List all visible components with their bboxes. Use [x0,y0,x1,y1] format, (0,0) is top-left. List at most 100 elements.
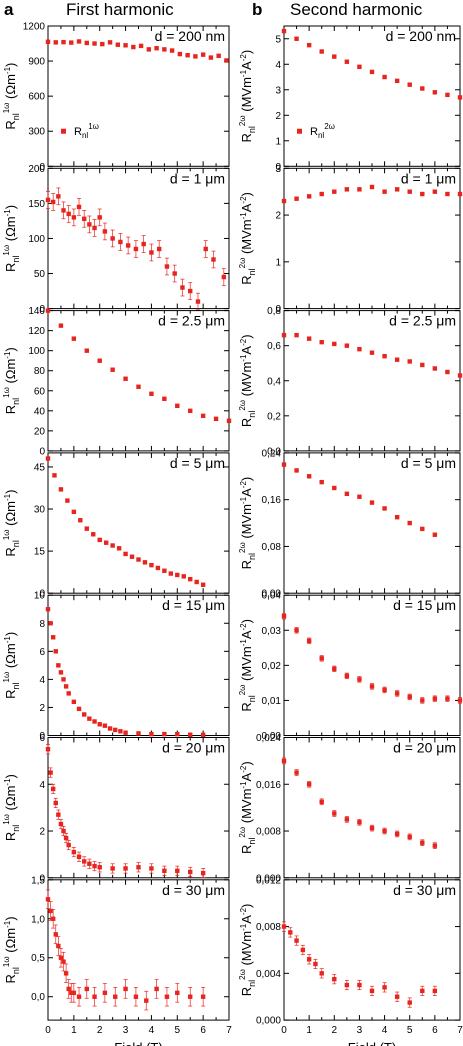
y-tick-label: 3 [275,164,281,175]
data-point [144,998,149,1003]
data-point [420,191,425,197]
x-tick-label: 3 [357,1025,363,1036]
y-tick-label: 40 [34,406,46,417]
data-point [115,42,121,47]
y-label-subscript: nl [11,256,21,263]
data-point [149,250,154,255]
y-label-unit-exp: -1 [239,354,248,362]
plot-frame [283,879,461,1021]
y-label-unit-close: ) [239,334,254,338]
subplot-b-4: 0,00 0,08 0,16 0,24 d = 5 μm Rnl2ω (MVm-1A-2) [238,448,461,600]
y-label-subscript: nl [247,553,257,560]
data-point [78,518,83,523]
y-label-superscript: 1ω [2,814,11,825]
y-label-unit-exp2: -2 [239,623,248,631]
data-point [344,491,350,497]
data-point [141,241,146,247]
y-tick-label: 0,8 [267,306,281,317]
data-point [136,384,141,389]
data-point [56,812,61,817]
data-point [71,509,77,515]
data-point [188,576,193,582]
data-point [394,994,400,999]
data-point [332,54,337,59]
data-point [357,494,362,499]
data-point [432,189,438,194]
data-point [63,684,69,689]
data-point [84,526,89,531]
data-point [332,341,337,347]
data-point [319,799,324,805]
y-tick-label: 1,0 [31,914,45,925]
data-point [445,92,450,98]
y-tick-label: 200 [28,164,45,175]
data-point [200,994,206,999]
data-point [131,44,136,50]
data-point [142,560,148,565]
y-label-unit-exp: -1 [239,639,248,647]
data-point [319,971,324,976]
data-point [123,376,128,381]
y-tick-label: 0,16 [262,495,282,506]
y-label-superscript: 2ω [238,115,247,126]
distance-annotation: d = 20 μm [162,740,225,756]
y-label-unit-close: ) [239,477,254,481]
data-point [357,64,362,70]
y-tick-label: 0 [39,731,45,742]
data-point [107,40,113,45]
y-label-unit-exp2: -2 [239,54,248,62]
data-point [194,579,199,585]
data-point [76,854,82,859]
y-label-unit-close: ) [3,63,18,67]
data-point [344,673,350,679]
y-tick-label: 30 [34,505,46,516]
data-point [45,607,51,612]
y-tick-label: 3 [275,85,281,96]
y-label-unit-close: ) [239,50,254,54]
data-point [407,359,412,364]
data-point [188,869,193,875]
data-point [200,732,206,737]
plot-frame [283,167,461,310]
data-point [200,413,206,419]
distance-annotation: d = 15 μm [162,597,225,613]
y-label-subscript: nl [247,268,257,275]
y-axis-label: Rnl2ω (MVm-1A-2) [238,761,257,854]
y-tick-label: 120 [28,326,45,337]
y-label-superscript: 1ω [2,245,11,256]
data-point [136,557,141,562]
data-point [281,462,287,467]
data-point [172,271,177,276]
y-label-symbol: R [239,987,254,996]
y-label-unit-close: ) [3,774,18,778]
data-point [180,285,185,290]
data-point [420,988,425,994]
x-tick-label: 2 [97,1025,103,1036]
y-label-unit-exp: -1 [239,496,248,504]
data-point [61,39,66,45]
y-label-unit: (Ωm [3,786,18,815]
data-point [66,842,71,848]
data-point [133,994,139,999]
data-point [162,731,167,737]
y-label-subscript: nl [247,980,257,987]
data-point [185,53,190,58]
data-series [281,184,463,204]
data-point [154,46,159,51]
x-tick-label: 4 [149,1025,155,1036]
data-point [84,40,89,46]
data-series [281,332,463,378]
y-tick-label: 1 [275,257,281,268]
y-label-superscript: 1ω [2,387,11,398]
data-point [319,339,324,345]
y-label-unit: (MVm [239,219,254,257]
data-point [97,215,102,220]
data-point [50,916,56,921]
y-label-unit: (MVm [239,646,254,684]
y-label-symbol: R [239,560,254,569]
data-point [306,638,312,643]
y-label-unit-close: ) [3,632,18,636]
data-point [84,986,89,992]
data-point [457,95,463,100]
y-tick-label: 100 [28,346,45,357]
